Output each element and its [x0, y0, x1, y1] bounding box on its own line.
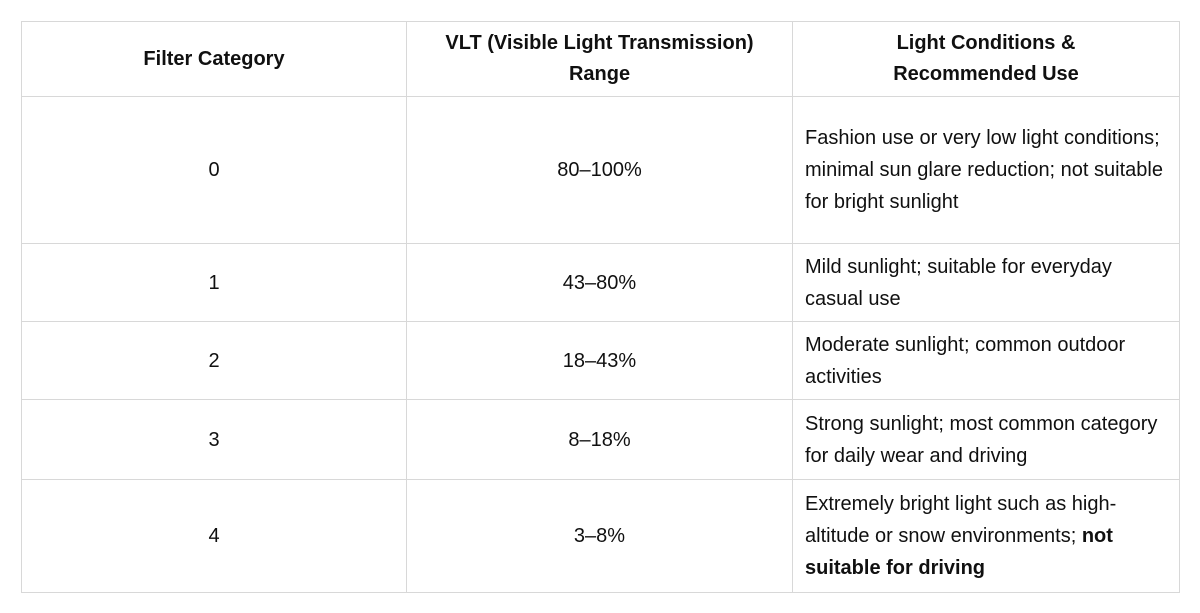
cell-vlt-range: 18–43%	[406, 321, 793, 400]
table-row: 4 3–8% Extremely bright light such as hi…	[21, 479, 1180, 593]
header-filter-category: Filter Category	[21, 21, 407, 97]
header-row: Filter Category VLT (Visible Light Trans…	[21, 21, 1180, 97]
cell-usage: Moderate sunlight; common outdoor activi…	[792, 321, 1180, 400]
cell-filter-category: 0	[21, 96, 407, 244]
cell-vlt-range: 3–8%	[406, 479, 793, 593]
table-row: 1 43–80% Mild sunlight; suitable for eve…	[21, 243, 1180, 322]
header-line: Light Conditions &	[896, 32, 1076, 54]
vlt-filter-category-table: Filter Category VLT (Visible Light Trans…	[21, 21, 1180, 593]
cell-vlt-range: 80–100%	[406, 96, 793, 244]
header-line: Range	[568, 63, 631, 85]
usage-text: Strong sunlight; most common category fo…	[805, 412, 1158, 467]
header-light-conditions: Light Conditions & Recommended Use	[792, 21, 1180, 97]
usage-bold-text: not suitable for driving	[805, 525, 1113, 579]
usage-text: Mild sunlight; suitable for everyday cas…	[805, 255, 1112, 310]
cell-usage: Mild sunlight; suitable for everyday cas…	[792, 243, 1180, 322]
header-line: VLT (Visible Light Transmission)	[445, 32, 754, 54]
cell-filter-category: 2	[21, 321, 407, 400]
cell-usage: Strong sunlight; most common category fo…	[792, 399, 1180, 480]
header-line: Recommended Use	[893, 63, 1079, 85]
header-vlt-range: VLT (Visible Light Transmission) Range	[406, 21, 793, 97]
cell-vlt-range: 8–18%	[406, 399, 793, 480]
table-row: 0 80–100% Fashion use or very low light …	[21, 96, 1180, 244]
header-line: Filter Category	[143, 47, 285, 70]
cell-filter-category: 3	[21, 399, 407, 480]
usage-text: Extremely bright light such as high-alti…	[805, 493, 1117, 547]
table-row: 2 18–43% Moderate sunlight; common outdo…	[21, 321, 1180, 400]
cell-vlt-range: 43–80%	[406, 243, 793, 322]
usage-text: Moderate sunlight; common outdoor activi…	[805, 333, 1126, 388]
cell-filter-category: 1	[21, 243, 407, 322]
table-row: 3 8–18% Strong sunlight; most common cat…	[21, 399, 1180, 480]
cell-usage: Extremely bright light such as high-alti…	[792, 479, 1180, 593]
cell-usage: Fashion use or very low light conditions…	[792, 96, 1180, 244]
usage-text: Fashion use or very low light conditions…	[805, 127, 1163, 213]
cell-filter-category: 4	[21, 479, 407, 593]
